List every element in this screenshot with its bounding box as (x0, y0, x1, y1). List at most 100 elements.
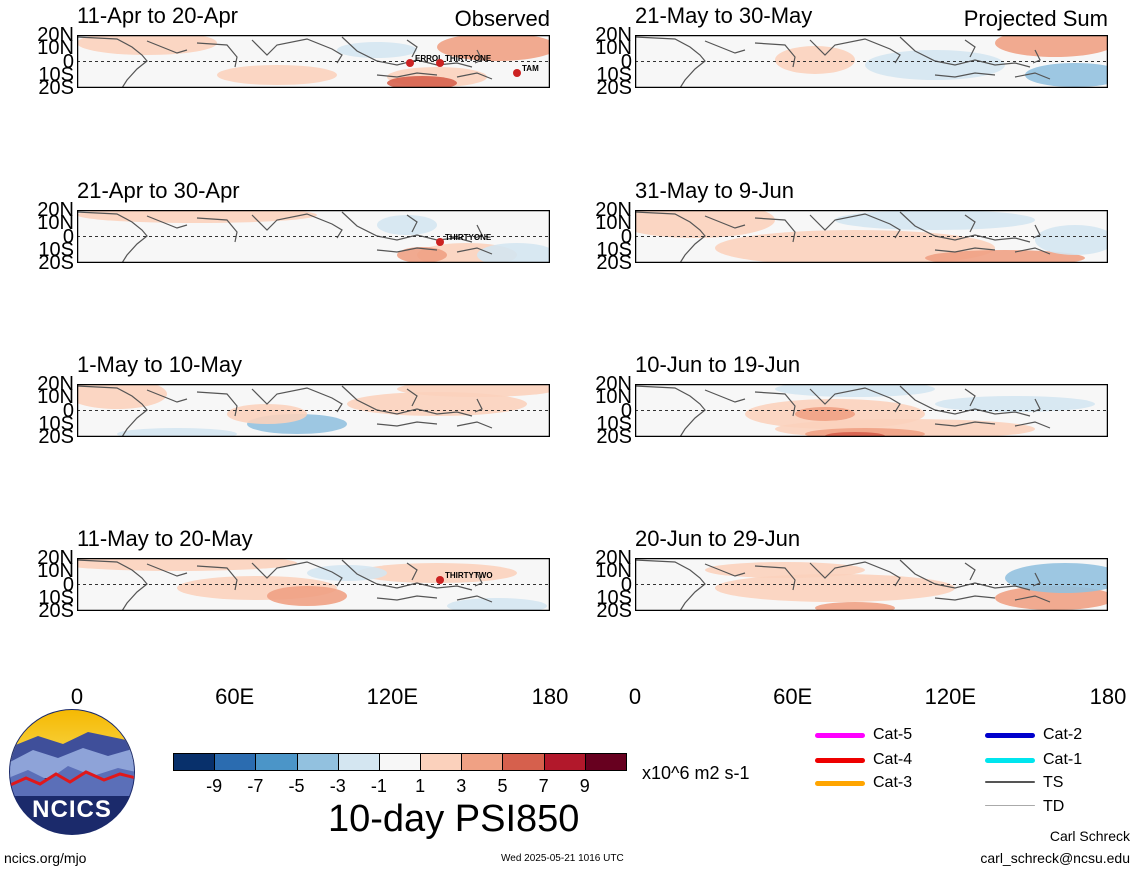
anomaly-contour (377, 215, 437, 235)
panel-source-label: Observed (454, 6, 550, 31)
y-tick-label: 20S (38, 77, 74, 99)
map-field (635, 210, 1108, 263)
map-field (635, 35, 1108, 88)
anomaly-contour (635, 210, 775, 238)
legend-line-cat-4 (815, 758, 865, 763)
map-field (635, 384, 1108, 437)
colorbar-swatch (502, 753, 545, 771)
coastline (635, 36, 1051, 88)
y-tick-label: 0 (620, 225, 632, 248)
anomaly-contour (267, 586, 347, 606)
colorbar-tick-label: -9 (206, 776, 223, 796)
y-tick-label: 10S (38, 63, 74, 86)
colorbar-tick-label: -3 (329, 776, 346, 796)
y-tick-label: 0 (62, 50, 74, 73)
legend-line-ts (985, 781, 1035, 783)
anomaly-contour (995, 35, 1108, 57)
legend-label: Cat-3 (873, 774, 913, 791)
coastline (635, 559, 1051, 611)
anomaly-contour (227, 404, 307, 424)
y-tick-label: 20S (596, 426, 632, 448)
anomaly-contour (447, 598, 547, 611)
y-tick-label: 10N (595, 560, 632, 583)
anomaly-contour (715, 574, 955, 602)
panel-period-title: 11-Apr to 20-Apr (77, 3, 239, 28)
y-tick-label: 10N (595, 386, 632, 409)
panel-period-title: 21-May to 30-May (635, 3, 813, 28)
y-tick-label: 20N (595, 199, 632, 221)
storm-marker (513, 69, 521, 77)
storm-name-label: THIRTYONE (445, 233, 492, 242)
x-tick-label: 180 (1089, 684, 1127, 709)
x-tick-label: 60E (773, 684, 813, 709)
coastline (77, 559, 493, 611)
y-tick-label: 10S (596, 238, 632, 261)
legend-label: Cat-2 (1043, 726, 1083, 743)
anomaly-contour (387, 76, 457, 88)
map-field: THIRTYTWO (77, 558, 550, 611)
anomaly-contour (775, 46, 855, 74)
map-frame (77, 384, 550, 437)
map-field (635, 558, 1108, 611)
storm-name-label: THIRTYTWO (445, 571, 493, 580)
colorbar-swatch (173, 753, 216, 771)
anomaly-contour (925, 250, 1085, 263)
panel-period-title: 1-May to 10-May (77, 352, 243, 377)
x-tick-label: 0 (70, 684, 84, 709)
colorbar-tick-label: -1 (370, 776, 387, 796)
legend-label: Cat-4 (873, 751, 913, 768)
logo-text: NCICS (32, 796, 112, 823)
anomaly-contour (397, 384, 550, 397)
y-tick-label: 10S (38, 412, 74, 435)
map-frame (77, 35, 550, 88)
anomaly-contour (217, 65, 337, 85)
colorbar-tick-label: 9 (579, 776, 590, 796)
footer-timestamp: Wed 2025-05-21 1016 UTC (501, 853, 624, 864)
anomaly-contour (705, 562, 865, 578)
panel-period-title: 20-Jun to 29-Jun (635, 526, 801, 551)
colorbar-swatch (584, 753, 627, 771)
y-tick-label: 10N (37, 212, 74, 235)
colorbar-tick-label: 1 (415, 776, 426, 796)
legend-label: TD (1043, 798, 1065, 815)
legend-label: TS (1043, 774, 1064, 791)
y-tick-label: 20N (595, 373, 632, 395)
anomaly-contour (397, 247, 447, 263)
y-tick-label: 20N (595, 24, 632, 46)
y-tick-label: 20N (37, 24, 74, 46)
footer-email[interactable]: carl_schreck@ncsu.edu (980, 850, 1130, 866)
legend-line-cat-5 (815, 733, 865, 738)
y-tick-label: 10S (38, 586, 74, 609)
y-tick-label: 20N (37, 373, 74, 395)
y-tick-label: 10S (38, 238, 74, 261)
panel-period-title: 10-Jun to 19-Jun (635, 352, 801, 377)
footer-url[interactable]: ncics.org/mjo (4, 850, 87, 866)
colorbar-swatch (378, 753, 422, 771)
legend-line-td (985, 805, 1035, 806)
y-tick-label: 10S (596, 412, 632, 435)
variable-title: 10-day PSI850 (328, 798, 580, 840)
y-tick-label: 20N (37, 547, 74, 569)
coastline (77, 211, 493, 263)
y-tick-label: 20N (595, 547, 632, 569)
y-tick-label: 0 (62, 399, 74, 422)
storm-name-label: TAM (522, 64, 539, 73)
storm-marker (436, 59, 444, 67)
legend-line-cat-3 (815, 781, 865, 786)
colorbar-swatch (296, 753, 339, 771)
x-tick-label: 120E (924, 684, 977, 709)
x-tick-label: 0 (628, 684, 642, 709)
panel-period-title: 21-Apr to 30-Apr (77, 178, 240, 203)
map-frame (77, 558, 550, 611)
anomaly-contour (1005, 563, 1108, 593)
anomaly-contour (865, 50, 1005, 80)
x-tick-label: 120E (366, 684, 419, 709)
colorbar-tick-label: -5 (288, 776, 305, 796)
storm-name-label: ERROL (415, 54, 443, 63)
y-tick-label: 20S (596, 252, 632, 274)
colorbar-swatch (420, 753, 463, 771)
legend-label: Cat-1 (1043, 751, 1083, 768)
anomaly-contour (835, 210, 1035, 230)
anomaly-contour (935, 396, 1095, 412)
anomaly-contour (815, 602, 895, 611)
